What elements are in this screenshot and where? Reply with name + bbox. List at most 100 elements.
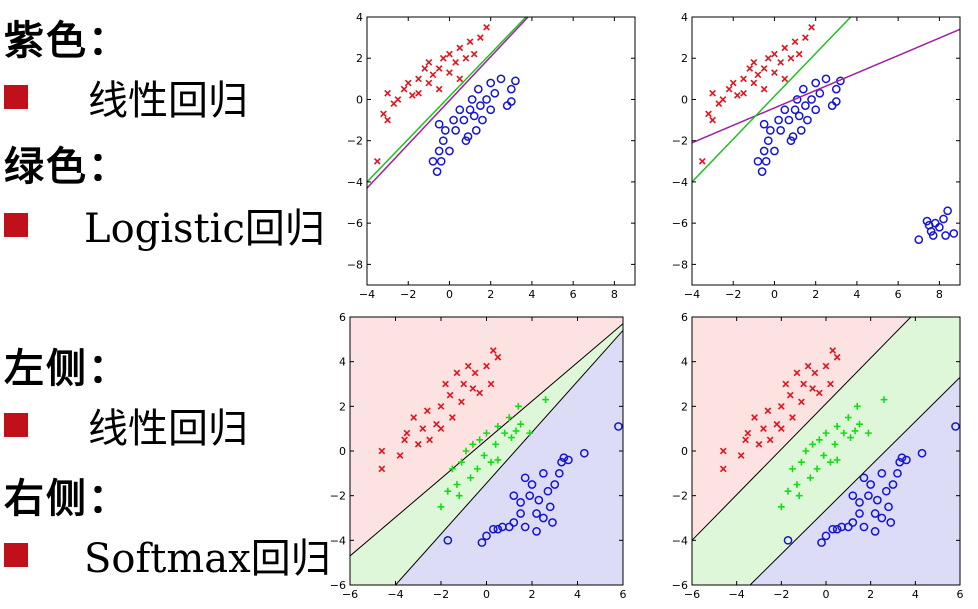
right-heading: 右侧： xyxy=(4,475,130,522)
data-point-cross xyxy=(740,75,747,83)
regression-line-1 xyxy=(692,17,852,183)
data-point-circle xyxy=(821,74,831,84)
data-point-cross xyxy=(410,414,418,421)
data-point-circle xyxy=(757,167,767,176)
data-point-circle xyxy=(473,84,483,94)
data-point-plus xyxy=(501,429,509,437)
data-point-plus xyxy=(831,440,839,448)
data-point-cross xyxy=(487,380,495,388)
data-point-plus xyxy=(492,440,499,448)
data-point-circle xyxy=(579,448,589,458)
data-point-cross xyxy=(760,425,767,433)
plot-area xyxy=(692,317,960,585)
data-point-circle xyxy=(811,105,821,115)
data-point-plus xyxy=(458,458,465,466)
y-tick-label: −2 xyxy=(672,490,688,503)
y-tick-label: −6 xyxy=(347,217,363,230)
plot-area xyxy=(692,17,960,285)
x-tick-label: 0 xyxy=(823,588,830,601)
data-point-cross xyxy=(764,407,772,415)
data-point-circle xyxy=(817,538,826,547)
data-point-circle xyxy=(467,95,477,104)
data-point-cross xyxy=(425,58,433,66)
plot-panel-top-left: −4 −2 0 2 4 6 8 −8 −6 −4 −2 0 2 4 xyxy=(347,11,636,301)
data-point-circle xyxy=(490,88,500,98)
x-tick-label: 4 xyxy=(912,588,919,601)
y-tick-label: 6 xyxy=(339,311,346,324)
left-heading: 左侧： xyxy=(4,345,130,392)
plot-area xyxy=(367,17,635,285)
data-point-circle xyxy=(516,509,525,518)
data-point-plus xyxy=(802,447,810,455)
x-tick-label: 0 xyxy=(483,588,490,601)
data-point-cross xyxy=(800,380,808,388)
plot-area xyxy=(350,317,623,585)
x-tick-label: 2 xyxy=(812,288,819,301)
data-point-plus xyxy=(455,492,463,500)
data-point-circle xyxy=(478,115,487,125)
data-point-circle xyxy=(614,422,623,431)
data-point-cross xyxy=(437,402,445,410)
x-tick-label: −2 xyxy=(725,288,741,301)
data-point-cross xyxy=(384,116,391,124)
data-point-cross xyxy=(423,407,431,415)
left-item-label: 线性回归 xyxy=(88,406,248,452)
data-point-circle xyxy=(471,126,481,135)
data-point-plus xyxy=(793,481,801,488)
decision-boundary-0 xyxy=(350,323,623,557)
data-point-circle xyxy=(886,518,896,527)
bullet-square-icon xyxy=(4,85,28,109)
data-point-circle xyxy=(509,491,519,501)
data-point-circle xyxy=(790,105,800,115)
y-tick-label: −4 xyxy=(672,534,688,547)
data-point-circle xyxy=(866,480,876,489)
data-point-plus xyxy=(444,487,452,495)
data-point-plus xyxy=(840,429,848,437)
data-point-circle xyxy=(545,502,555,512)
x-tick-label: 0 xyxy=(771,288,778,301)
data-point-circle xyxy=(520,522,530,532)
data-point-circle xyxy=(445,146,454,156)
data-point-plus xyxy=(820,452,828,459)
data-point-cross xyxy=(458,398,465,406)
x-tick-label: −2 xyxy=(400,288,416,301)
data-point-circle xyxy=(465,105,475,115)
data-point-circle xyxy=(848,518,858,527)
data-point-plus xyxy=(833,423,841,430)
data-point-circle xyxy=(776,126,785,135)
data-point-cross xyxy=(435,85,443,93)
y-tick-label: −4 xyxy=(330,534,346,547)
green-item-row: Logistic回归 xyxy=(4,196,325,254)
data-point-circle xyxy=(855,498,864,507)
data-point-circle xyxy=(759,146,769,156)
y-tick-label: −8 xyxy=(672,258,688,271)
data-point-circle xyxy=(796,126,806,135)
data-point-cross xyxy=(827,380,834,388)
x-tick-label: 6 xyxy=(570,288,577,301)
data-point-cross xyxy=(795,50,803,58)
y-tick-label: −4 xyxy=(347,176,363,189)
data-point-plus xyxy=(526,429,534,437)
data-point-cross xyxy=(470,50,478,58)
plots-svg: −4 −2 0 2 4 6 8 −8 −6 −4 −2 0 2 4 −4 −2 0 2 4 6 8 −8 −6 −4 −2 0 2 4… xyxy=(330,11,964,601)
data-point-cross xyxy=(719,465,727,473)
x-tick-label: 4 xyxy=(853,288,860,301)
data-point-circle xyxy=(434,146,444,156)
data-point-circle xyxy=(509,518,519,527)
data-point-cross xyxy=(419,425,427,433)
data-point-cross xyxy=(466,38,474,46)
y-tick-label: 2 xyxy=(681,52,688,65)
regression-line-0 xyxy=(692,28,960,144)
data-point-cross xyxy=(746,65,754,72)
data-point-cross xyxy=(777,425,785,433)
data-point-cross xyxy=(394,96,402,103)
data-point-cross xyxy=(471,369,479,377)
data-point-cross xyxy=(793,369,801,377)
data-point-cross xyxy=(789,414,796,421)
data-point-cross xyxy=(396,452,404,459)
data-point-cross xyxy=(815,389,823,397)
y-tick-label: 4 xyxy=(681,11,688,24)
data-point-cross xyxy=(460,380,468,388)
plot-background xyxy=(692,17,960,285)
data-point-plus xyxy=(514,402,522,410)
